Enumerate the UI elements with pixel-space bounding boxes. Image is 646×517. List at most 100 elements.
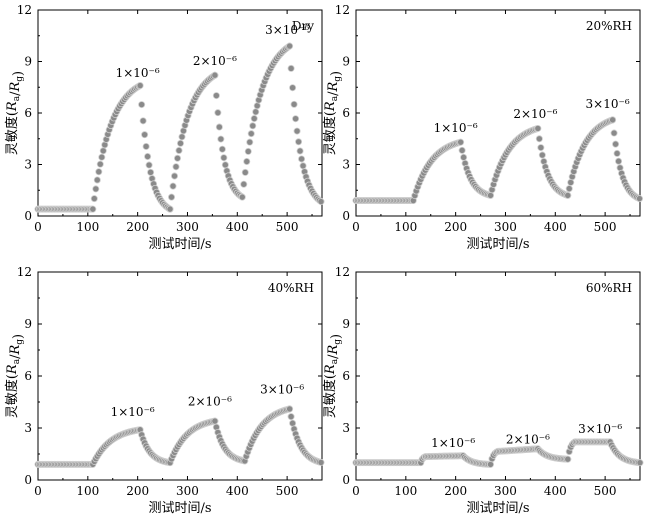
data-point — [166, 205, 174, 213]
data-point — [171, 172, 179, 180]
data-point — [147, 168, 155, 176]
concentration-label: 2×10⁻⁶ — [513, 107, 557, 121]
x-axis-label: 测试时间/s — [148, 237, 211, 252]
x-tick-label: 100 — [76, 484, 99, 498]
data-point — [89, 205, 97, 213]
data-point — [538, 151, 546, 159]
data-point — [610, 129, 618, 137]
x-tick-label: 200 — [126, 484, 149, 498]
y-tick-label: 0 — [24, 473, 32, 487]
x-tick-label: 200 — [444, 484, 467, 498]
x-tick-label: 100 — [394, 220, 417, 234]
data-point — [142, 142, 150, 150]
concentration-label: 1×10⁻⁶ — [111, 405, 155, 419]
data-point — [609, 116, 617, 124]
x-tick-label: 100 — [76, 220, 99, 234]
data-point — [92, 185, 100, 193]
x-tick-label: 400 — [544, 484, 567, 498]
data-point — [534, 124, 542, 132]
data-point — [172, 163, 180, 171]
y-tick-label: 3 — [24, 421, 32, 435]
data-point — [99, 147, 107, 155]
concentration-label: 2×10⁻⁶ — [193, 54, 237, 68]
data-point — [175, 146, 183, 154]
data-point — [139, 117, 147, 125]
data-point — [295, 138, 303, 146]
data-point — [252, 108, 260, 116]
data-point — [95, 168, 103, 176]
data-point — [317, 458, 325, 466]
condition-label: Dry — [292, 19, 314, 33]
data-point — [244, 147, 252, 155]
chart-panel-4: 0 100 200 300 400 500 0 3 6 9 12 测试时间/s 灵敏度(Ra/Rg) 60… — [322, 265, 644, 516]
data-point — [246, 138, 254, 146]
x-tick-label: 300 — [176, 220, 199, 234]
data-point — [212, 92, 220, 100]
data-point — [567, 178, 575, 186]
data-point — [636, 459, 644, 467]
chart-panel-1: 0 100 200 300 400 500 0 3 6 9 12 测试时间/s 灵敏度(Ra/Rg) Dr… — [4, 3, 325, 252]
x-tick-label: 300 — [494, 220, 517, 234]
y-tick-label: 3 — [342, 158, 350, 172]
concentration-label: 3×10⁻⁶ — [265, 23, 309, 37]
y-axis-label: 灵敏度(Ra/Rg) — [322, 71, 344, 155]
x-tick-label: 0 — [352, 484, 360, 498]
data-point — [535, 135, 543, 143]
y-axis-label: 灵敏度(Ra/Rg) — [4, 71, 26, 155]
data-point — [220, 154, 228, 162]
concentration-label: 3×10⁻⁶ — [586, 97, 630, 111]
data-point — [98, 153, 106, 161]
y-tick-label: 6 — [342, 369, 350, 383]
concentration-label: 2×10⁻⁶ — [506, 433, 550, 447]
data-point — [178, 133, 186, 141]
data-series — [352, 438, 644, 468]
y-tick-label: 0 — [24, 209, 32, 223]
x-tick-label: 200 — [444, 220, 467, 234]
y-tick-label: 9 — [24, 317, 32, 331]
x-tick-label: 400 — [544, 220, 567, 234]
data-point — [458, 146, 466, 154]
data-point — [249, 122, 257, 130]
data-point — [238, 193, 246, 201]
data-point — [247, 130, 255, 138]
condition-label: 60%RH — [586, 281, 632, 295]
y-tick-label: 6 — [342, 106, 350, 120]
data-series — [352, 116, 644, 205]
data-point — [144, 152, 152, 160]
data-point — [292, 115, 300, 123]
data-series — [34, 405, 325, 468]
concentration-label: 3×10⁻⁶ — [578, 422, 622, 436]
x-tick-label: 300 — [176, 484, 199, 498]
data-point — [615, 157, 623, 165]
data-point — [487, 460, 495, 468]
plot-frame — [37, 9, 323, 217]
data-point — [286, 405, 294, 413]
data-point — [293, 127, 301, 135]
y-tick-label: 6 — [24, 369, 32, 383]
x-tick-label: 0 — [34, 484, 42, 498]
concentration-label: 1×10⁻⁶ — [431, 436, 475, 450]
x-axis-label: 测试时间/s — [148, 501, 211, 516]
data-point — [138, 101, 146, 109]
data-point — [636, 195, 644, 203]
x-axis-label: 测试时间/s — [466, 501, 529, 516]
data-point — [299, 162, 307, 170]
x-tick-label: 500 — [276, 220, 299, 234]
y-tick-label: 9 — [342, 55, 350, 69]
data-point — [211, 417, 219, 425]
x-tick-label: 500 — [594, 220, 617, 234]
y-tick-label: 0 — [342, 473, 350, 487]
data-point — [243, 157, 251, 165]
y-tick-label: 3 — [24, 158, 32, 172]
x-tick-label: 400 — [226, 220, 249, 234]
x-tick-label: 200 — [126, 220, 149, 234]
data-point — [298, 155, 306, 163]
data-point — [169, 182, 177, 190]
data-point — [211, 71, 219, 79]
data-point — [460, 153, 468, 161]
data-point — [214, 109, 222, 117]
y-tick-label: 12 — [335, 265, 350, 279]
y-axis-label: 灵敏度(Ra/Rg) — [322, 334, 344, 418]
y-tick-label: 3 — [342, 421, 350, 435]
